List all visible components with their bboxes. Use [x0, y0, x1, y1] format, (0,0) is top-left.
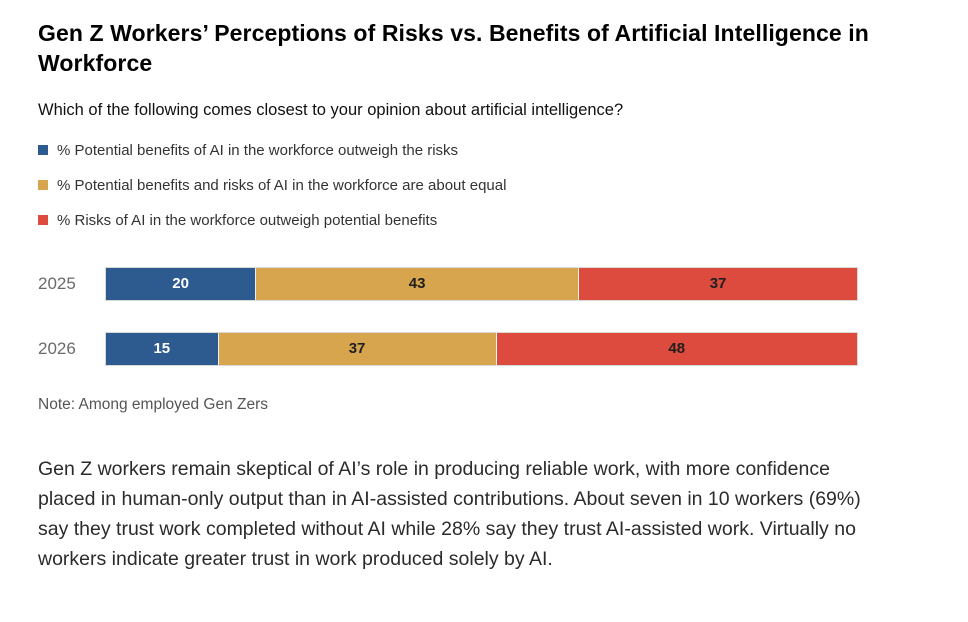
- chart-question: Which of the following comes closest to …: [38, 100, 624, 119]
- stacked-bar-chart: 2025 20 43 37 2026 15 37 48: [38, 266, 930, 366]
- legend-item: % Potential benefits of AI in the workfo…: [38, 142, 930, 159]
- legend-label: % Potential benefits and risks of AI in …: [57, 176, 507, 194]
- bar-segment: 15: [106, 332, 219, 365]
- chart-note: Note: Among employed Gen Zers: [38, 395, 269, 413]
- legend-swatch-icon: [38, 145, 48, 156]
- bar-segment: 48: [496, 332, 857, 365]
- bar-row: 2025 20 43 37: [38, 266, 930, 301]
- legend-label: % Risks of AI in the workforce outweigh …: [57, 211, 438, 229]
- legend-swatch-icon: [38, 215, 48, 226]
- legend-item: % Risks of AI in the workforce outweigh …: [38, 212, 930, 229]
- bar-track: 20 43 37: [105, 266, 858, 301]
- category-label: 2026: [38, 338, 76, 358]
- bar-track: 15 37 48: [105, 331, 858, 366]
- bar-segment: 37: [579, 267, 857, 300]
- legend-label: % Potential benefits of AI in the workfo…: [57, 141, 459, 159]
- legend-swatch-icon: [38, 180, 48, 191]
- bar-segment: 37: [218, 332, 497, 365]
- body-paragraph: Gen Z workers remain skeptical of AI’s r…: [38, 457, 861, 571]
- legend-item: % Potential benefits and risks of AI in …: [38, 177, 930, 194]
- chart-legend: % Potential benefits of AI in the workfo…: [38, 142, 930, 229]
- bar-row: 2026 15 37 48: [38, 331, 930, 366]
- page-title: Gen Z Workers’ Perceptions of Risks vs. …: [38, 20, 869, 77]
- category-label: 2025: [38, 273, 76, 293]
- bar-segment: 20: [106, 267, 257, 300]
- bar-segment: 43: [256, 267, 580, 300]
